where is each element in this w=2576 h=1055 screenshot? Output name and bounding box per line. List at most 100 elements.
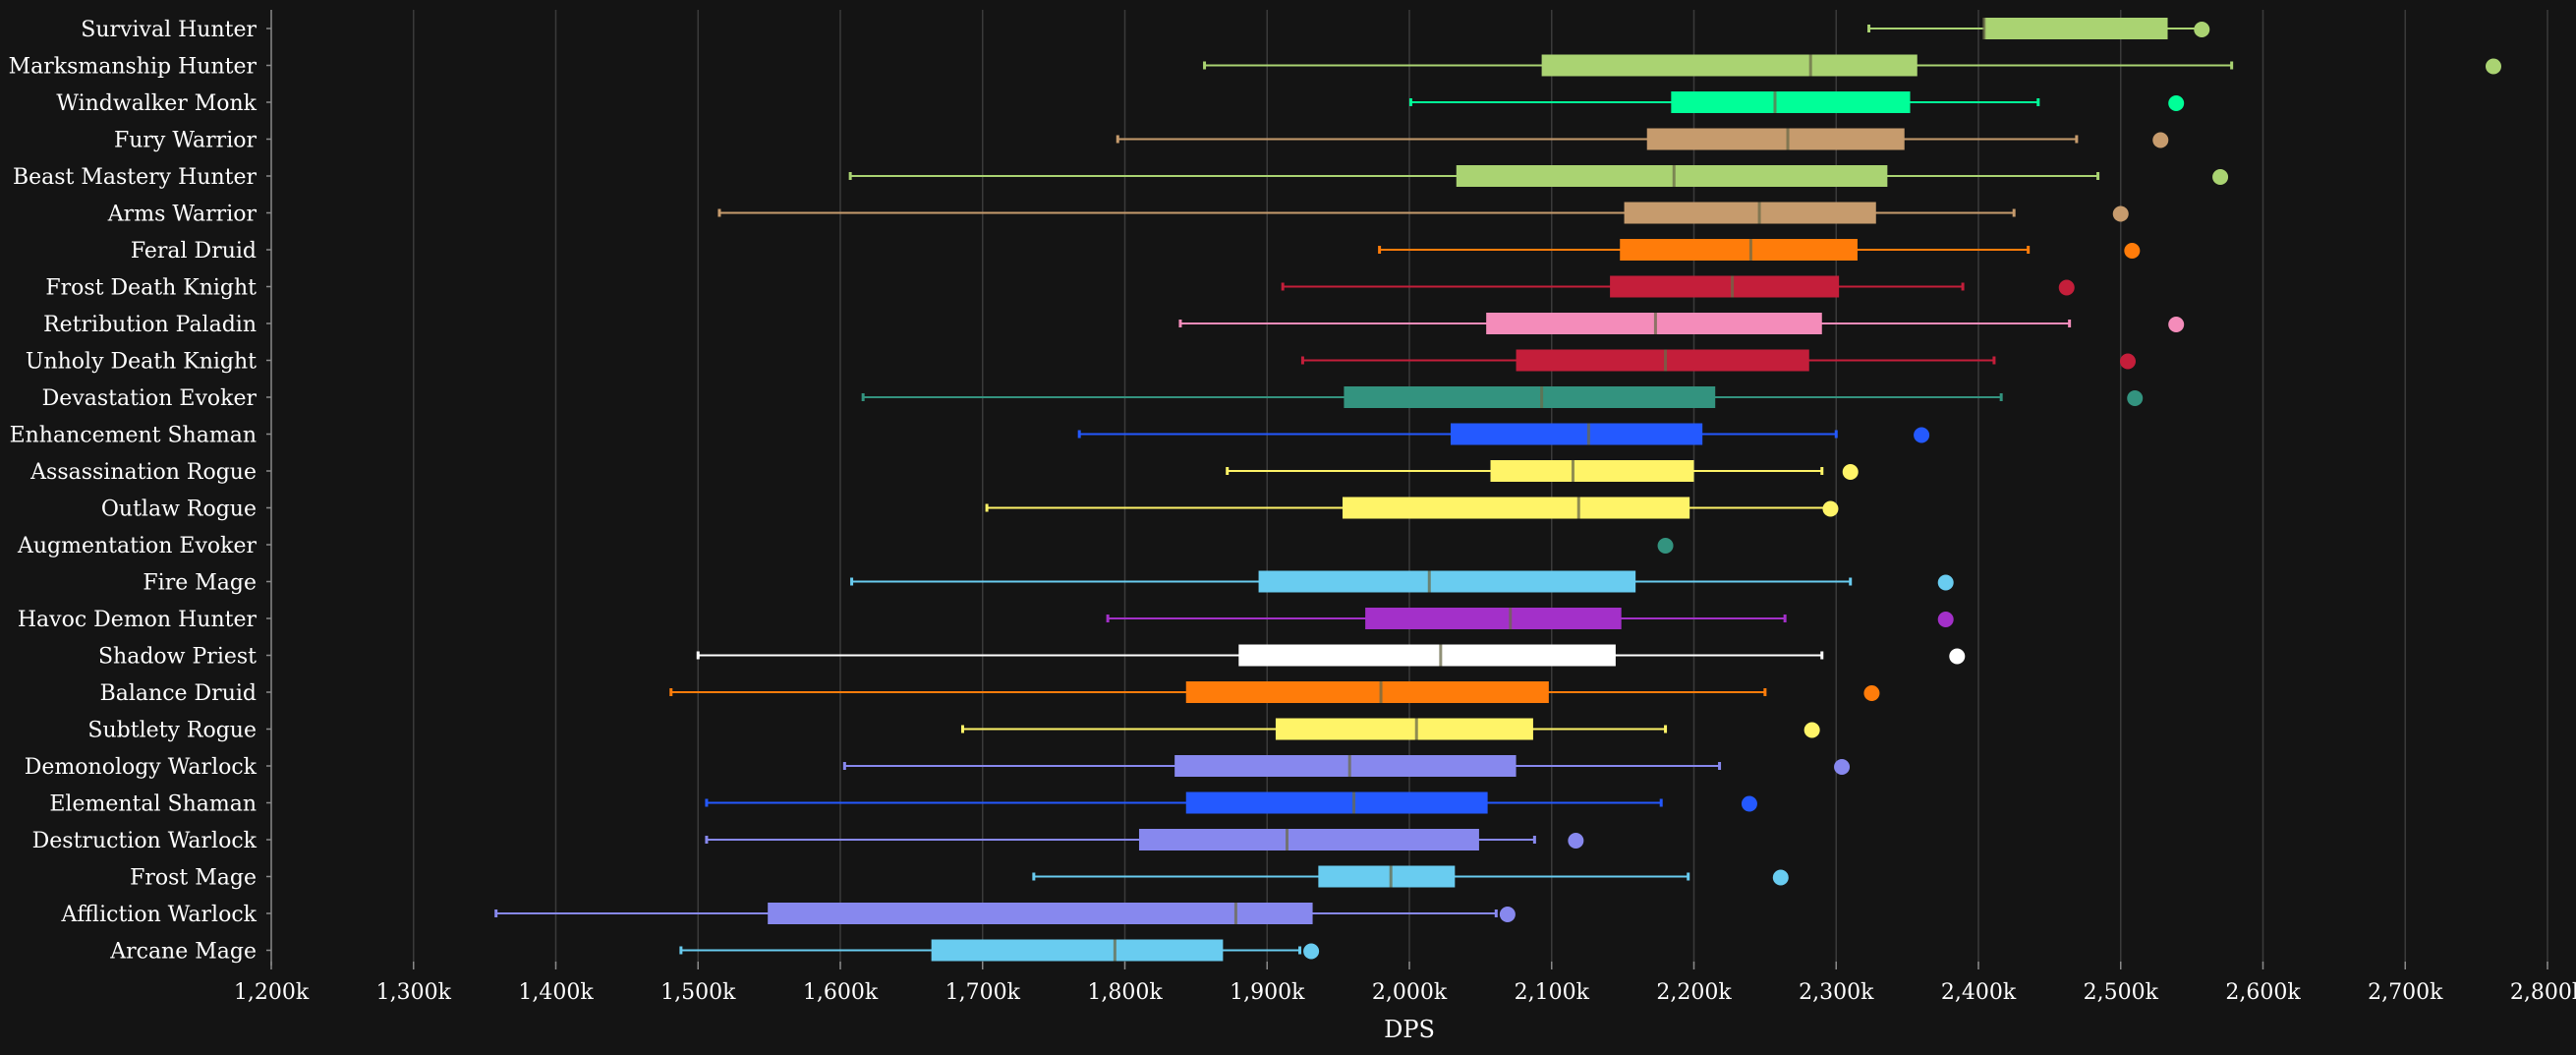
category-label: Fire Mage bbox=[143, 571, 257, 596]
iqr-box bbox=[1450, 423, 1703, 445]
row-havoc-demon-hunter: Havoc Demon Hunter bbox=[18, 608, 1954, 632]
row-augmentation-evoker: Augmentation Evoker bbox=[17, 534, 1674, 558]
x-tick-label: 1,900k bbox=[1230, 980, 1305, 1005]
iqr-box bbox=[1671, 91, 1911, 113]
outlier-point bbox=[2058, 279, 2075, 296]
outlier-point bbox=[1803, 722, 1820, 738]
category-label: Devastation Evoker bbox=[42, 386, 258, 411]
row-shadow-priest: Shadow Priest bbox=[98, 644, 1966, 670]
row-survival-hunter: Survival Hunter bbox=[81, 18, 2210, 42]
category-label: Augmentation Evoker bbox=[17, 534, 258, 558]
outlier-point bbox=[1568, 833, 1584, 849]
category-label: Windwalker Monk bbox=[56, 91, 257, 116]
category-label: Enhancement Shaman bbox=[10, 424, 257, 448]
outlier-point bbox=[1741, 795, 1757, 812]
outlier-point bbox=[1863, 685, 1880, 701]
x-tick-label: 2,400k bbox=[1941, 980, 2017, 1005]
row-beast-mastery-hunter: Beast Mastery Hunter bbox=[13, 165, 2229, 190]
category-label: Assassination Rogue bbox=[29, 460, 257, 485]
category-label: Shadow Priest bbox=[98, 645, 257, 670]
row-subtlety-rogue: Subtlety Rogue bbox=[87, 718, 1820, 743]
iqr-box bbox=[1174, 755, 1517, 777]
row-elemental-shaman: Elemental Shaman bbox=[49, 791, 1757, 817]
iqr-box bbox=[1541, 54, 1918, 77]
row-devastation-evoker: Devastation Evoker bbox=[42, 386, 2144, 411]
x-axis-ticks: 1,200k 1,300k 1,400k 1,500k 1,600k 1,700k 1,80… bbox=[234, 962, 2576, 1005]
iqr-box bbox=[1646, 128, 1905, 150]
x-tick-label: 1,300k bbox=[376, 980, 452, 1005]
row-affliction-warlock: Affliction Warlock bbox=[61, 903, 1516, 927]
outlier-point bbox=[1937, 574, 1954, 591]
outlier-point bbox=[2152, 132, 2169, 148]
outlier-point bbox=[1772, 869, 1789, 886]
row-destruction-warlock: Destruction Warlock bbox=[32, 829, 1584, 853]
iqr-box bbox=[1624, 202, 1876, 224]
x-tick-label: 2,700k bbox=[2368, 980, 2443, 1005]
iqr-box bbox=[1185, 681, 1549, 703]
box-rows: Survival Hunter Marksmanship Hunter Windwa… bbox=[9, 18, 2501, 965]
outlier-point bbox=[2168, 95, 2185, 111]
outlier-point bbox=[1937, 612, 1954, 627]
row-frost-mage: Frost Mage bbox=[130, 865, 1789, 891]
x-tick-label: 2,800k bbox=[2510, 980, 2576, 1005]
row-arms-warrior: Arms Warrior bbox=[107, 202, 2129, 227]
category-label: Havoc Demon Hunter bbox=[18, 608, 258, 632]
x-tick-label: 1,400k bbox=[518, 980, 594, 1005]
x-tick-label: 2,600k bbox=[2225, 980, 2301, 1005]
row-feral-druid: Feral Druid bbox=[131, 239, 2141, 264]
category-label: Marksmanship Hunter bbox=[9, 55, 258, 80]
outlier-point bbox=[2212, 169, 2229, 185]
x-axis-title: DPS bbox=[1384, 1016, 1435, 1043]
category-label: Destruction Warlock bbox=[32, 829, 258, 853]
x-tick-label: 1,200k bbox=[234, 980, 310, 1005]
row-retribution-paladin: Retribution Paladin bbox=[43, 313, 2185, 337]
category-label: Subtlety Rogue bbox=[87, 719, 257, 743]
iqr-box bbox=[768, 903, 1313, 924]
row-enhancement-shaman: Enhancement Shaman bbox=[10, 423, 1930, 448]
category-label: Retribution Paladin bbox=[43, 313, 257, 337]
category-label: Demonology Warlock bbox=[25, 755, 258, 780]
iqr-box bbox=[1610, 275, 1840, 298]
iqr-box bbox=[1138, 829, 1479, 850]
iqr-box bbox=[931, 939, 1224, 962]
x-tick-label: 2,200k bbox=[1656, 980, 1732, 1005]
iqr-box bbox=[1456, 165, 1888, 187]
outlier-point bbox=[1657, 538, 1674, 554]
category-label: Frost Mage bbox=[130, 866, 257, 891]
x-tick-label: 2,300k bbox=[1799, 980, 1874, 1005]
outlier-point bbox=[2485, 58, 2501, 75]
category-label: Frost Death Knight bbox=[45, 276, 257, 301]
iqr-box bbox=[1185, 791, 1488, 814]
category-label: Survival Hunter bbox=[81, 18, 257, 42]
outlier-point bbox=[1499, 907, 1516, 922]
row-unholy-death-knight: Unholy Death Knight bbox=[26, 349, 2136, 375]
row-assassination-rogue: Assassination Rogue bbox=[29, 460, 1859, 485]
iqr-box bbox=[1983, 18, 2168, 39]
iqr-box bbox=[1516, 349, 1809, 372]
x-tick-label: 1,600k bbox=[803, 980, 879, 1005]
row-fire-mage: Fire Mage bbox=[143, 570, 1954, 596]
row-arcane-mage: Arcane Mage bbox=[109, 939, 1320, 965]
x-tick-label: 1,500k bbox=[660, 980, 736, 1005]
category-label: Feral Druid bbox=[131, 239, 257, 264]
category-label: Balance Druid bbox=[100, 681, 257, 706]
outlier-point bbox=[2127, 390, 2144, 406]
x-tick-label: 1,700k bbox=[945, 980, 1021, 1005]
category-label: Arms Warrior bbox=[107, 203, 258, 227]
outlier-point bbox=[2168, 317, 2185, 332]
category-label: Arcane Mage bbox=[109, 940, 257, 965]
outlier-point bbox=[2112, 205, 2129, 222]
iqr-box bbox=[1620, 239, 1858, 261]
iqr-box bbox=[1344, 386, 1716, 408]
x-tick-label: 2,500k bbox=[2084, 980, 2159, 1005]
outlier-point bbox=[2194, 22, 2210, 37]
outlier-point bbox=[1834, 759, 1851, 775]
row-fury-warrior: Fury Warrior bbox=[114, 128, 2169, 153]
category-label: Fury Warrior bbox=[114, 129, 258, 153]
row-demonology-warlock: Demonology Warlock bbox=[25, 755, 1851, 780]
x-tick-label: 1,800k bbox=[1087, 980, 1163, 1005]
iqr-box bbox=[1318, 865, 1456, 888]
iqr-box bbox=[1258, 570, 1636, 593]
row-outlaw-rogue: Outlaw Rogue bbox=[101, 497, 1839, 522]
category-label: Beast Mastery Hunter bbox=[13, 165, 258, 190]
